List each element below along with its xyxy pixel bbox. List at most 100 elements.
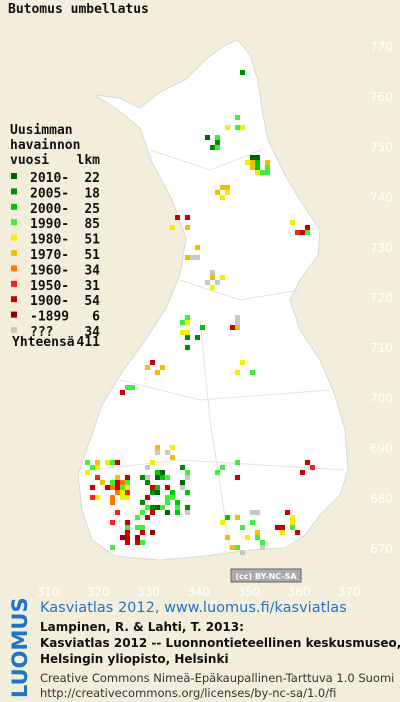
y-tick-label: 680 <box>370 492 393 506</box>
observation-square <box>145 365 150 370</box>
x-tick-label: 370 <box>338 585 361 599</box>
y-tick-label: 700 <box>370 391 393 405</box>
observation-square <box>180 330 185 335</box>
observation-square <box>155 490 160 495</box>
observation-square <box>115 480 120 485</box>
observation-square <box>225 190 230 195</box>
observation-square <box>145 475 150 480</box>
observation-square <box>210 275 215 280</box>
y-tick-label: 730 <box>370 241 393 255</box>
observation-square <box>220 275 225 280</box>
observation-square <box>150 460 155 465</box>
observation-square <box>305 225 310 230</box>
observation-square <box>250 510 255 515</box>
observation-square <box>215 190 220 195</box>
observation-square <box>260 540 265 545</box>
legend-swatch <box>11 311 17 318</box>
observation-square <box>150 505 155 510</box>
license: http://creativecommons.org/licenses/by-n… <box>40 686 336 700</box>
observation-square <box>125 525 130 530</box>
observation-square <box>110 480 115 485</box>
observation-square <box>155 450 160 455</box>
observation-square <box>150 530 155 535</box>
observation-square <box>85 470 90 475</box>
observation-square <box>215 280 220 285</box>
border <box>199 319 231 551</box>
x-tick-label: 310 <box>37 585 60 599</box>
observation-square <box>245 535 250 540</box>
observation-square <box>240 525 245 530</box>
observation-square <box>225 515 230 520</box>
badge-box <box>230 568 302 583</box>
observation-square <box>250 520 255 525</box>
legend-count: 54 <box>84 294 100 309</box>
observation-square <box>235 460 240 465</box>
legend-label: 1970- <box>30 248 69 263</box>
observation-square <box>185 215 190 220</box>
legend-column: lkm <box>77 153 101 168</box>
citation: Kasviatlas 2012 -- Luonnontieteellinen k… <box>40 636 400 650</box>
observation-square <box>235 125 240 130</box>
observation-square <box>265 170 270 175</box>
observation-square <box>95 495 100 500</box>
legend-swatch <box>11 173 17 179</box>
legend-swatch <box>11 296 17 303</box>
observation-square <box>125 520 130 525</box>
observation-square <box>110 460 115 465</box>
observation-square <box>155 475 160 480</box>
observation-square <box>105 460 110 465</box>
observation-square <box>175 215 180 220</box>
observation-square <box>275 525 280 530</box>
observation-square <box>240 550 245 555</box>
observation-square <box>185 345 190 350</box>
observation-square <box>90 485 95 490</box>
observation-square <box>120 490 125 495</box>
observation-square <box>290 520 295 525</box>
observation-square <box>165 485 170 490</box>
site: Kasviatlas 2012, www.luomus.fi/kasviatla… <box>40 600 347 616</box>
y-tick-label: 750 <box>370 140 393 154</box>
legend-total: 411 <box>77 335 101 350</box>
y-tick-label: 770 <box>370 40 393 54</box>
observation-square <box>150 510 155 515</box>
border <box>119 379 331 401</box>
observation-square <box>85 460 90 465</box>
observation-squares <box>85 70 315 555</box>
observation-square <box>265 160 270 165</box>
legend-label: 1900- <box>30 294 69 309</box>
observation-square <box>210 285 215 290</box>
observation-square <box>235 320 240 325</box>
observation-square <box>255 155 260 160</box>
observation-square <box>125 475 130 480</box>
observation-square <box>310 465 315 470</box>
legend-label: -1899 <box>30 310 69 325</box>
observation-square <box>185 320 190 325</box>
observation-square <box>255 510 260 515</box>
observation-square <box>160 365 165 370</box>
observation-square <box>170 455 175 460</box>
legend-swatch <box>11 265 17 272</box>
observation-square <box>145 505 150 510</box>
observation-square <box>175 500 180 505</box>
region-borders <box>89 149 346 551</box>
observation-square <box>95 460 100 465</box>
observation-square <box>300 470 305 475</box>
observation-square <box>220 465 225 470</box>
observation-square <box>135 535 140 540</box>
observation-square <box>140 475 145 480</box>
observation-square <box>285 510 290 515</box>
legend-label: 1980- <box>30 233 69 248</box>
observation-square <box>290 220 295 225</box>
legend-swatch <box>11 280 17 287</box>
legend-count: 6 <box>92 310 100 325</box>
legend-swatch <box>11 203 17 210</box>
observation-square <box>240 360 245 365</box>
observation-square <box>230 545 235 550</box>
y-tick-label: 710 <box>370 341 393 355</box>
legend-swatch <box>11 250 17 256</box>
legend-count: 34 <box>84 263 100 278</box>
observation-square <box>185 505 190 510</box>
observation-square <box>125 540 130 545</box>
observation-square <box>90 465 95 470</box>
